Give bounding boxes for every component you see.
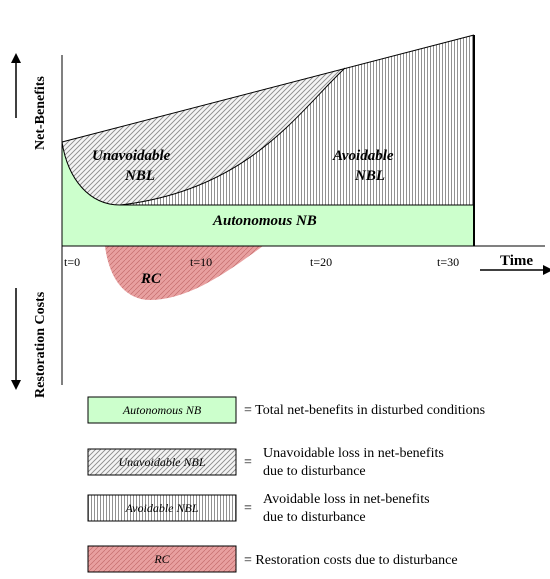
legend-desc-rc: = Restoration costs due to disturbance bbox=[244, 553, 458, 568]
legend-desc-autonomous: = Total net-benefits in disturbed condit… bbox=[244, 403, 485, 418]
legend-swatch-unavoidable-text: Unavoidable NBL bbox=[119, 455, 206, 469]
legend-desc-unavoidable-1: Unavoidable loss in net-benefits bbox=[263, 446, 444, 461]
unavoidable-label-2: NBL bbox=[124, 168, 155, 184]
unavoidable-boundary bbox=[119, 67, 346, 206]
unavoidable-label-1: Unavoidable bbox=[92, 148, 171, 164]
tick-t20: t=20 bbox=[310, 255, 332, 269]
tick-t0: t=0 bbox=[64, 255, 80, 269]
legend-swatch-autonomous bbox=[87, 396, 237, 424]
y-top-label: Net-Benefits bbox=[33, 76, 48, 150]
legend-swatch-avoidable-text: Avoidable NBL bbox=[125, 501, 199, 515]
disturbed-nb-curve bbox=[61, 141, 474, 206]
legend-swatch-unavoidable bbox=[87, 448, 237, 476]
x-axis-label: Time bbox=[500, 253, 533, 269]
autonomous-nb-area bbox=[62, 142, 474, 246]
avoidable-label-2: NBL bbox=[354, 168, 385, 184]
rc-area bbox=[105, 246, 263, 300]
legend-desc-avoidable-1: Avoidable loss in net-benefits bbox=[263, 492, 430, 507]
legend-swatch-autonomous-text: Autonomous NB bbox=[122, 403, 202, 417]
legend-swatch-rc-text: RC bbox=[153, 552, 170, 566]
legend-desc-avoidable-2: due to disturbance bbox=[263, 510, 366, 525]
rc-label: RC bbox=[140, 271, 162, 287]
avoidable-label-1: Avoidable bbox=[332, 148, 394, 164]
legend-swatch-rc bbox=[87, 545, 237, 573]
potential-nb-line bbox=[61, 34, 475, 143]
tick-t10: t=10 bbox=[190, 255, 212, 269]
unavoidable-nbl-area bbox=[62, 68, 345, 205]
legend-equals-unavoidable: = bbox=[244, 455, 252, 470]
tick-t30: t=30 bbox=[437, 255, 459, 269]
autonomous-label: Autonomous NB bbox=[212, 213, 317, 229]
y-bottom-label: Restoration Costs bbox=[33, 291, 48, 398]
legend-desc-unavoidable-2: due to disturbance bbox=[263, 464, 366, 479]
legend-swatch-avoidable bbox=[87, 494, 237, 522]
legend-equals-avoidable: = bbox=[244, 501, 252, 516]
